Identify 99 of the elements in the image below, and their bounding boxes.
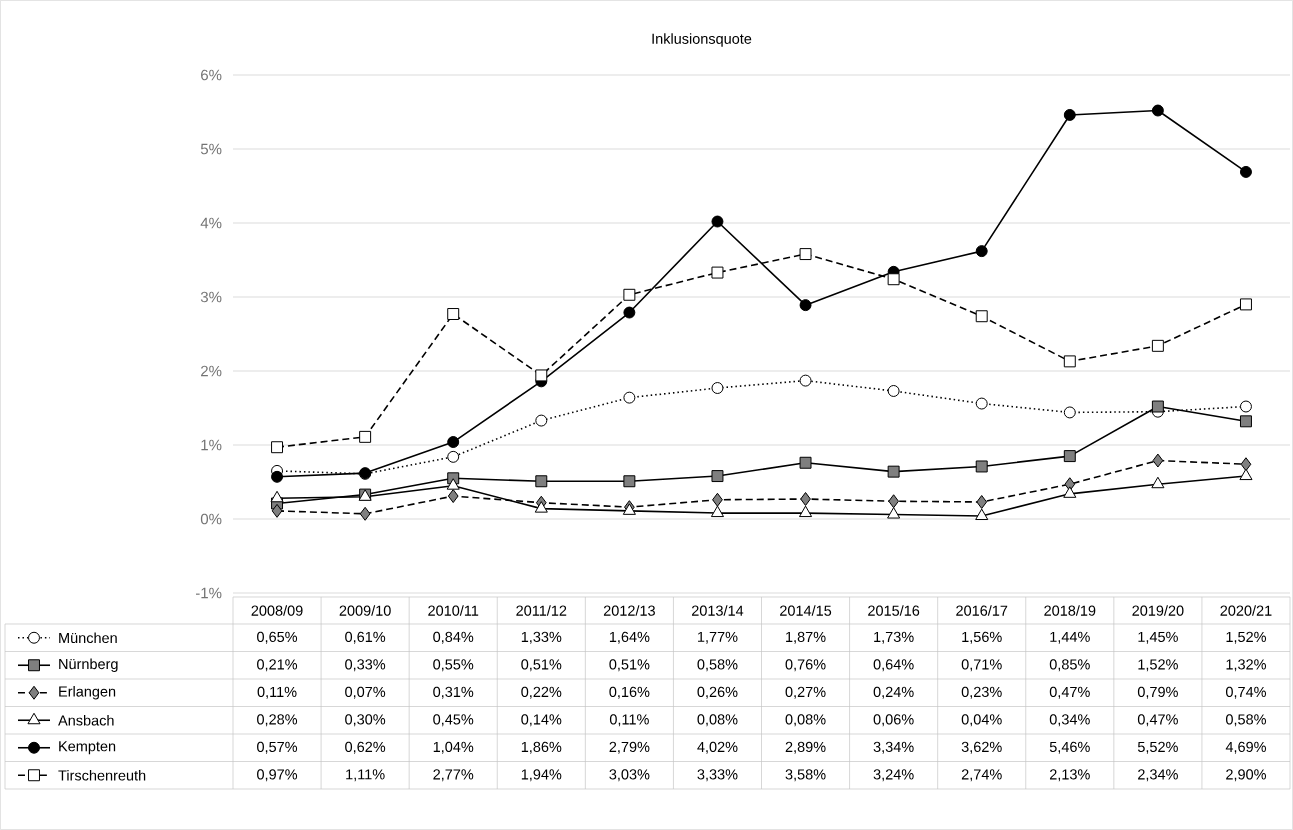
data-label: 0,58% — [697, 659, 738, 672]
data-label: 1,87% — [786, 631, 826, 644]
data-label: 0,08% — [785, 714, 826, 727]
x-tick-label: 2015/16 — [868, 605, 920, 616]
data-label: 4,69% — [1225, 741, 1267, 754]
y-tick-label: -1% — [195, 587, 222, 599]
data-label: 0,45% — [433, 714, 474, 727]
legend-label: Kempten — [59, 741, 116, 755]
data-label: 5,46% — [1049, 741, 1090, 754]
legend-label: Tirschenreuth — [58, 769, 146, 781]
data-label: 0,61% — [345, 631, 386, 644]
x-tick-label: 2013/14 — [692, 605, 744, 616]
y-tick-label: 3% — [200, 291, 222, 303]
data-label: 0,62% — [345, 741, 386, 754]
data-label: 0,28% — [257, 714, 298, 727]
data-label: 3,62% — [961, 741, 1002, 754]
data-label: 0,47% — [1137, 714, 1178, 727]
data-label: 1,32% — [1226, 659, 1267, 672]
x-tick-label: 2020/21 — [1220, 605, 1272, 616]
legend-label: Erlangen — [59, 686, 116, 700]
y-tick-label: 4% — [200, 217, 222, 229]
data-label: 0,74% — [1225, 686, 1267, 699]
data-label: 2,13% — [1049, 769, 1090, 782]
x-tick-label: 2016/17 — [956, 605, 1008, 616]
data-label: 1,52% — [1226, 631, 1267, 644]
data-label: 0,76% — [785, 659, 826, 672]
data-label: 3,24% — [873, 769, 914, 782]
data-label: 1,45% — [1138, 631, 1178, 644]
data-label: 0,24% — [873, 686, 914, 699]
data-label: 0,30% — [345, 714, 386, 727]
x-tick-label: 2011/12 — [516, 605, 567, 616]
data-label: 1,04% — [433, 741, 474, 754]
legend-label: Nürnberg — [59, 658, 118, 673]
data-label: 0,65% — [257, 631, 298, 644]
data-label: 1,73% — [874, 631, 914, 644]
y-tick-label: 5% — [200, 143, 222, 155]
data-label: 0,34% — [1049, 714, 1090, 727]
x-tick-label: 2012/13 — [603, 605, 655, 616]
legend-label: Ansbach — [58, 714, 114, 726]
y-tick-label: 6% — [201, 69, 222, 81]
data-label: 2,90% — [1226, 769, 1267, 782]
data-label: 3,33% — [697, 769, 738, 782]
data-label: 0,33% — [345, 659, 386, 672]
y-tick-label: 0% — [200, 513, 222, 525]
legend-label: München — [59, 632, 117, 644]
data-label: 1,44% — [1050, 631, 1090, 644]
data-label: 0,26% — [697, 686, 738, 699]
data-label: 0,47% — [1049, 686, 1090, 699]
data-label: 0,31% — [433, 686, 474, 699]
x-tick-label: 2019/20 — [1132, 605, 1184, 616]
data-label: 0,11% — [257, 686, 297, 699]
data-label: 0,84% — [433, 631, 474, 644]
data-label: 0,27% — [785, 686, 826, 699]
data-label: 0,55% — [433, 659, 474, 672]
data-label: 0,21% — [257, 659, 298, 672]
data-label: 2,74% — [961, 769, 1002, 782]
data-label: 1,64% — [609, 631, 650, 644]
data-label: 0,51% — [521, 659, 562, 672]
data-label: 0,64% — [873, 659, 914, 672]
data-label: 2,79% — [609, 741, 650, 754]
data-label: 1,11% — [346, 769, 385, 782]
data-label: 0,51% — [609, 659, 650, 672]
data-label: 0,16% — [609, 686, 650, 699]
data-label: 1,86% — [521, 741, 562, 754]
data-label: 0,08% — [697, 714, 738, 727]
data-label: 0,58% — [1225, 714, 1267, 727]
data-label: 0,11% — [609, 714, 649, 727]
data-label: 0,22% — [521, 686, 562, 699]
data-label: 0,23% — [961, 686, 1002, 699]
data-label: 3,03% — [609, 769, 650, 782]
data-label: 1,52% — [1138, 659, 1178, 672]
data-label: 1,56% — [962, 631, 1002, 644]
data-label: 3,34% — [873, 741, 914, 754]
data-label: 3,58% — [785, 769, 826, 782]
y-tick-label: 2% — [201, 365, 222, 377]
x-tick-label: 2008/09 — [251, 605, 303, 616]
data-label: 1,77% — [698, 631, 738, 644]
data-label: 0,04% — [961, 714, 1002, 727]
data-label: 0,79% — [1137, 686, 1178, 699]
x-tick-label: 2009/10 — [339, 605, 391, 616]
data-label: 2,77% — [433, 769, 474, 782]
data-label: 0,97% — [257, 769, 298, 782]
data-label: 2,89% — [785, 741, 826, 754]
data-label: 0,57% — [257, 741, 298, 754]
data-label: 0,71% — [961, 659, 1002, 672]
x-tick-label: 2014/15 — [780, 605, 832, 616]
data-label: 2,34% — [1138, 769, 1178, 782]
x-tick-label: 2018/19 — [1044, 605, 1096, 616]
chart-title: Inklusionsquote — [652, 33, 752, 47]
x-tick-label: 2010/11 — [428, 605, 479, 616]
data-label: 0,07% — [345, 686, 386, 699]
data-label: 0,14% — [521, 714, 562, 727]
data-label: 1,33% — [521, 631, 562, 644]
data-label: 0,85% — [1049, 659, 1090, 672]
data-label: 4,02% — [697, 741, 738, 754]
data-label: 5,52% — [1137, 741, 1178, 754]
y-tick-label: 1% — [201, 439, 222, 451]
data-label: 0,06% — [873, 714, 914, 727]
data-label: 1,94% — [521, 769, 562, 782]
